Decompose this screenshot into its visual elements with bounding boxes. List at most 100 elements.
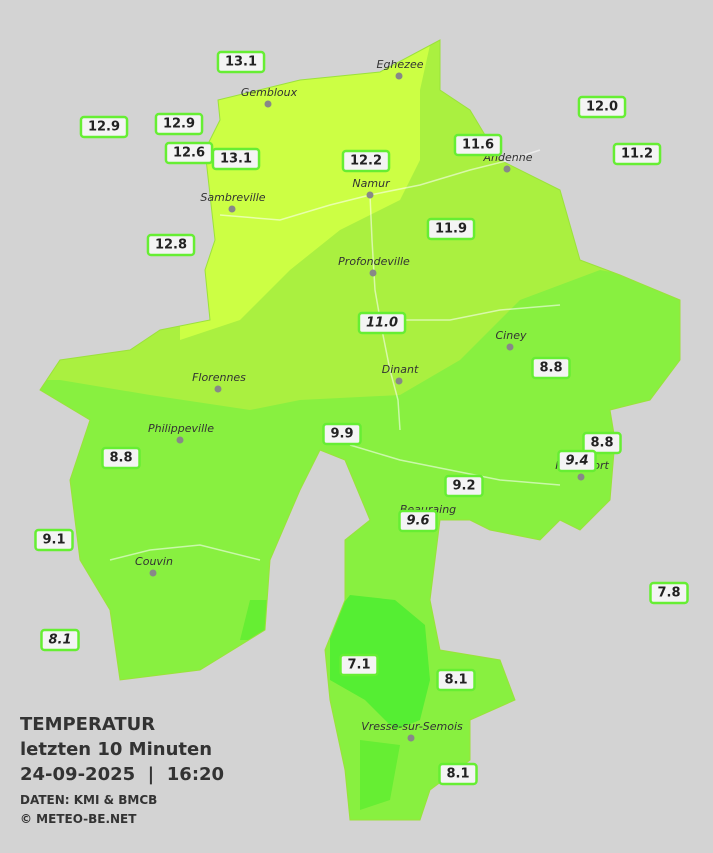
station-value: 12.9 [88, 120, 120, 135]
station: 12.0 [577, 95, 627, 119]
station-box [557, 449, 597, 473]
city-label: Sambreville [200, 191, 265, 204]
station-box [79, 115, 129, 139]
city-dot [149, 569, 157, 577]
station-value: 13.1 [220, 152, 252, 167]
station-value: 8.1 [48, 633, 71, 648]
station: 8.8 [582, 431, 622, 455]
city-label: Profondeville [338, 255, 410, 268]
station: 8.8 [101, 446, 141, 470]
station-box [531, 356, 571, 380]
station-box [612, 142, 662, 166]
city-dot [395, 72, 403, 80]
city-label: Dinant [382, 363, 419, 376]
station-value: 9.6 [406, 514, 429, 529]
station-box [649, 581, 689, 605]
station-box [357, 311, 407, 335]
station-value: 8.8 [539, 361, 562, 376]
station: 13.1 [216, 50, 266, 74]
legend-source: DATEN: KMI & BMCB [20, 793, 157, 807]
legend-credit: © METEO-BE.NET [20, 812, 137, 826]
station-value: 8.1 [444, 673, 467, 688]
station-value: 12.2 [350, 154, 382, 169]
city-label: Vresse-sur-Semois [361, 720, 463, 733]
station-box [426, 217, 476, 241]
station-box [101, 446, 141, 470]
city-dot [228, 205, 236, 213]
station-box [216, 50, 266, 74]
station: 9.6 [398, 509, 438, 533]
station-box [577, 95, 627, 119]
station-box [146, 233, 196, 257]
station-value: 9.2 [452, 479, 475, 494]
station: 11.9 [426, 217, 476, 241]
city-dot [503, 165, 511, 173]
station: 11.2 [612, 142, 662, 166]
station-value: 12.0 [586, 100, 618, 115]
city-dot [366, 191, 374, 199]
station-box [34, 528, 74, 552]
city-label: Florennes [192, 371, 246, 384]
city-label: Namur [352, 177, 391, 190]
station-box [444, 474, 484, 498]
station-value: 9.4 [565, 454, 588, 469]
city-dot [577, 473, 585, 481]
station-box [398, 509, 438, 533]
station-box [453, 133, 503, 157]
station: 8.1 [436, 668, 476, 692]
station-value: 12.6 [173, 146, 205, 161]
legend-datetime: 24-09-2025 | 16:20 [20, 764, 224, 785]
city-dot [264, 100, 272, 108]
station-value: 13.1 [225, 55, 257, 70]
station: 7.8 [649, 581, 689, 605]
city-label: Ciney [496, 329, 527, 342]
station: 12.9 [154, 112, 204, 136]
station-box [339, 653, 379, 677]
station-box [154, 112, 204, 136]
station-value: 8.8 [590, 436, 613, 451]
station: 9.9 [322, 422, 362, 446]
station: 8.1 [40, 628, 80, 652]
city-dot [369, 269, 377, 277]
station-box [436, 668, 476, 692]
station-value: 12.9 [163, 117, 195, 132]
city-label: Philippeville [148, 422, 214, 435]
station: 9.2 [444, 474, 484, 498]
station: 8.8 [531, 356, 571, 380]
legend-subtitle: letzten 10 Minuten [20, 739, 212, 760]
city-label: Eghezee [377, 58, 424, 71]
station: 12.9 [79, 115, 129, 139]
station-box [211, 147, 261, 171]
station: 9.1 [34, 528, 74, 552]
station-box [322, 422, 362, 446]
station-value: 8.1 [446, 767, 469, 782]
station-value: 11.0 [366, 316, 398, 331]
station-value: 11.9 [435, 222, 467, 237]
station: 8.1 [438, 762, 478, 786]
station-value: 9.9 [330, 427, 353, 442]
station: 12.8 [146, 233, 196, 257]
station-value: 12.8 [155, 238, 187, 253]
station-value: 7.8 [657, 586, 680, 601]
station: 13.1 [211, 147, 261, 171]
station: 7.1 [339, 653, 379, 677]
station: 11.0 [357, 311, 407, 335]
city-dot [395, 377, 403, 385]
legend-title: TEMPERATUR [20, 714, 155, 735]
station-box [341, 149, 391, 173]
city-dot [176, 436, 184, 444]
station-box [438, 762, 478, 786]
station-box [582, 431, 622, 455]
station-value: 11.6 [462, 138, 494, 153]
city-dot [407, 734, 415, 742]
station-box [40, 628, 80, 652]
station-value: 7.1 [347, 658, 370, 673]
station: 9.4 [557, 449, 597, 473]
station: 11.6 [453, 133, 503, 157]
station-value: 8.8 [109, 451, 132, 466]
city-dot [214, 385, 222, 393]
station: 12.2 [341, 149, 391, 173]
city-label: Couvin [135, 555, 173, 568]
